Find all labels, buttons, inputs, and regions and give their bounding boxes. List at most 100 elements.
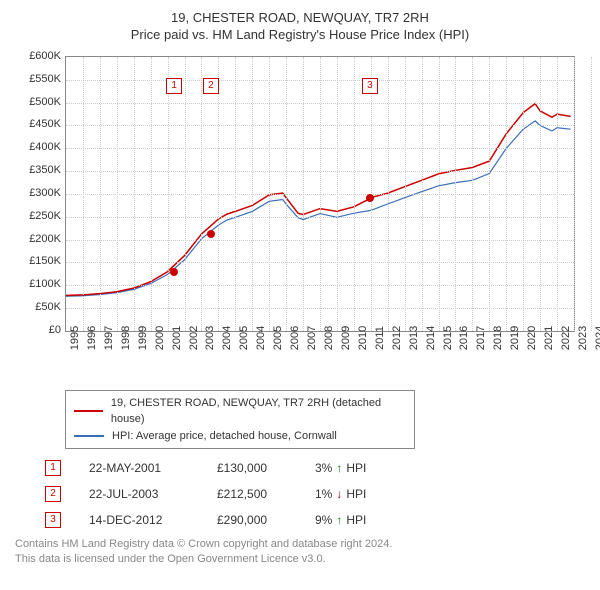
sale-number-box: 3 [45,512,61,528]
gridline-v [83,57,84,331]
sale-marker-dot [207,230,215,238]
gridline-v [540,57,541,331]
gridline-v [201,57,202,331]
x-axis-label: 2002 [188,326,200,350]
x-axis-label: 2024 [594,326,600,350]
sale-hpi-pct: 1% [315,487,332,501]
chart-title: 19, CHESTER ROAD, NEWQUAY, TR7 2RH [15,10,585,27]
x-axis-label: 1998 [120,326,132,350]
gridline-v [405,57,406,331]
x-axis-label: 1997 [103,326,115,350]
gridline-v [422,57,423,331]
gridline-v [489,57,490,331]
sale-date: 22-MAY-2001 [89,461,189,475]
sale-row: 222-JUL-2003£212,5001%↓HPI [45,481,585,507]
plot-area [65,56,575,332]
sale-date: 22-JUL-2003 [89,487,189,501]
x-axis-label: 2004 [221,326,233,350]
sale-row: 122-MAY-2001£130,0003%↑HPI [45,455,585,481]
sale-hpi-suffix: HPI [346,513,366,527]
sale-hpi-suffix: HPI [346,461,366,475]
gridline-v [303,57,304,331]
gridline-v [320,57,321,331]
sale-hpi: 3%↑HPI [315,461,366,475]
x-axis-label: 2011 [374,326,386,350]
x-axis-label: 1996 [86,326,98,350]
gridline-v [591,57,592,331]
y-axis-label: £450K [15,118,61,130]
x-axis-label: 2013 [408,326,420,350]
footer: Contains HM Land Registry data © Crown c… [15,537,585,566]
x-axis-label: 1995 [69,326,81,350]
legend-row: HPI: Average price, detached house, Corn… [74,428,406,445]
y-axis-label: £400K [15,141,61,153]
x-axis-label: 2023 [577,326,589,350]
gridline-v [269,57,270,331]
gridline-v [168,57,169,331]
gridline-v [506,57,507,331]
x-axis-label: 2022 [560,326,572,350]
y-axis-label: £0 [15,324,61,336]
sales-list: 122-MAY-2001£130,0003%↑HPI222-JUL-2003£2… [45,455,585,533]
sale-price: £290,000 [217,513,287,527]
x-axis-label: 2000 [154,326,166,350]
sale-price: £212,500 [217,487,287,501]
chart-page: 19, CHESTER ROAD, NEWQUAY, TR7 2RH Price… [0,0,600,590]
x-axis-label: 2006 [289,326,301,350]
series-line [66,103,571,295]
x-axis-label: 2005 [238,326,250,350]
legend-swatch [74,410,103,412]
gridline-v [286,57,287,331]
gridline-v [354,57,355,331]
x-axis-label: 2020 [526,326,538,350]
gridline-v [100,57,101,331]
x-axis-label: 2004 [255,326,267,350]
sale-marker-label: 1 [166,78,182,94]
x-axis-label: 2016 [458,326,470,350]
y-axis-label: £300K [15,187,61,199]
gridline-v [472,57,473,331]
gridline-v [439,57,440,331]
x-axis-label: 2005 [272,326,284,350]
x-axis-label: 2019 [509,326,521,350]
legend-swatch [74,435,104,437]
x-axis-label: 2007 [306,326,318,350]
chart-box: £0£50K£100K£150K£200K£250K£300K£350K£400… [15,48,585,388]
gridline-v [235,57,236,331]
arrow-down-icon: ↓ [336,487,342,501]
sale-number-box: 2 [45,486,61,502]
gridline-v [337,57,338,331]
gridline-v [574,57,575,331]
sale-marker-label: 3 [362,78,378,94]
x-axis-label: 2010 [357,326,369,350]
arrow-up-icon: ↑ [336,461,342,475]
sale-number-box: 1 [45,460,61,476]
legend-label: 19, CHESTER ROAD, NEWQUAY, TR7 2RH (deta… [111,395,406,428]
sale-marker-dot [170,268,178,276]
legend-label: HPI: Average price, detached house, Corn… [112,428,337,445]
y-axis-label: £200K [15,233,61,245]
y-axis-label: £350K [15,164,61,176]
y-axis-label: £550K [15,73,61,85]
x-axis-label: 2001 [171,326,183,350]
gridline-v [523,57,524,331]
y-axis-label: £150K [15,255,61,267]
x-axis-label: 2009 [340,326,352,350]
sale-row: 3 14-DEC-2012 £290,000 9%↑HPI [45,507,585,533]
x-axis-label: 2015 [442,326,454,350]
x-axis-label: 2014 [425,326,437,350]
sale-hpi: 9%↑HPI [315,513,366,527]
sale-date: 14-DEC-2012 [89,513,189,527]
sale-hpi: 1%↓HPI [315,487,366,501]
y-axis-label: £600K [15,50,61,62]
gridline-v [218,57,219,331]
gridline-v [134,57,135,331]
sale-hpi-pct: 9% [315,513,332,527]
y-axis-label: £50K [15,301,61,313]
y-axis-label: £100K [15,278,61,290]
chart-subtitle: Price paid vs. HM Land Registry's House … [15,27,585,42]
gridline-v [388,57,389,331]
footer-line-1: Contains HM Land Registry data © Crown c… [15,537,585,551]
gridline-v [151,57,152,331]
legend-row: 19, CHESTER ROAD, NEWQUAY, TR7 2RH (deta… [74,395,406,428]
